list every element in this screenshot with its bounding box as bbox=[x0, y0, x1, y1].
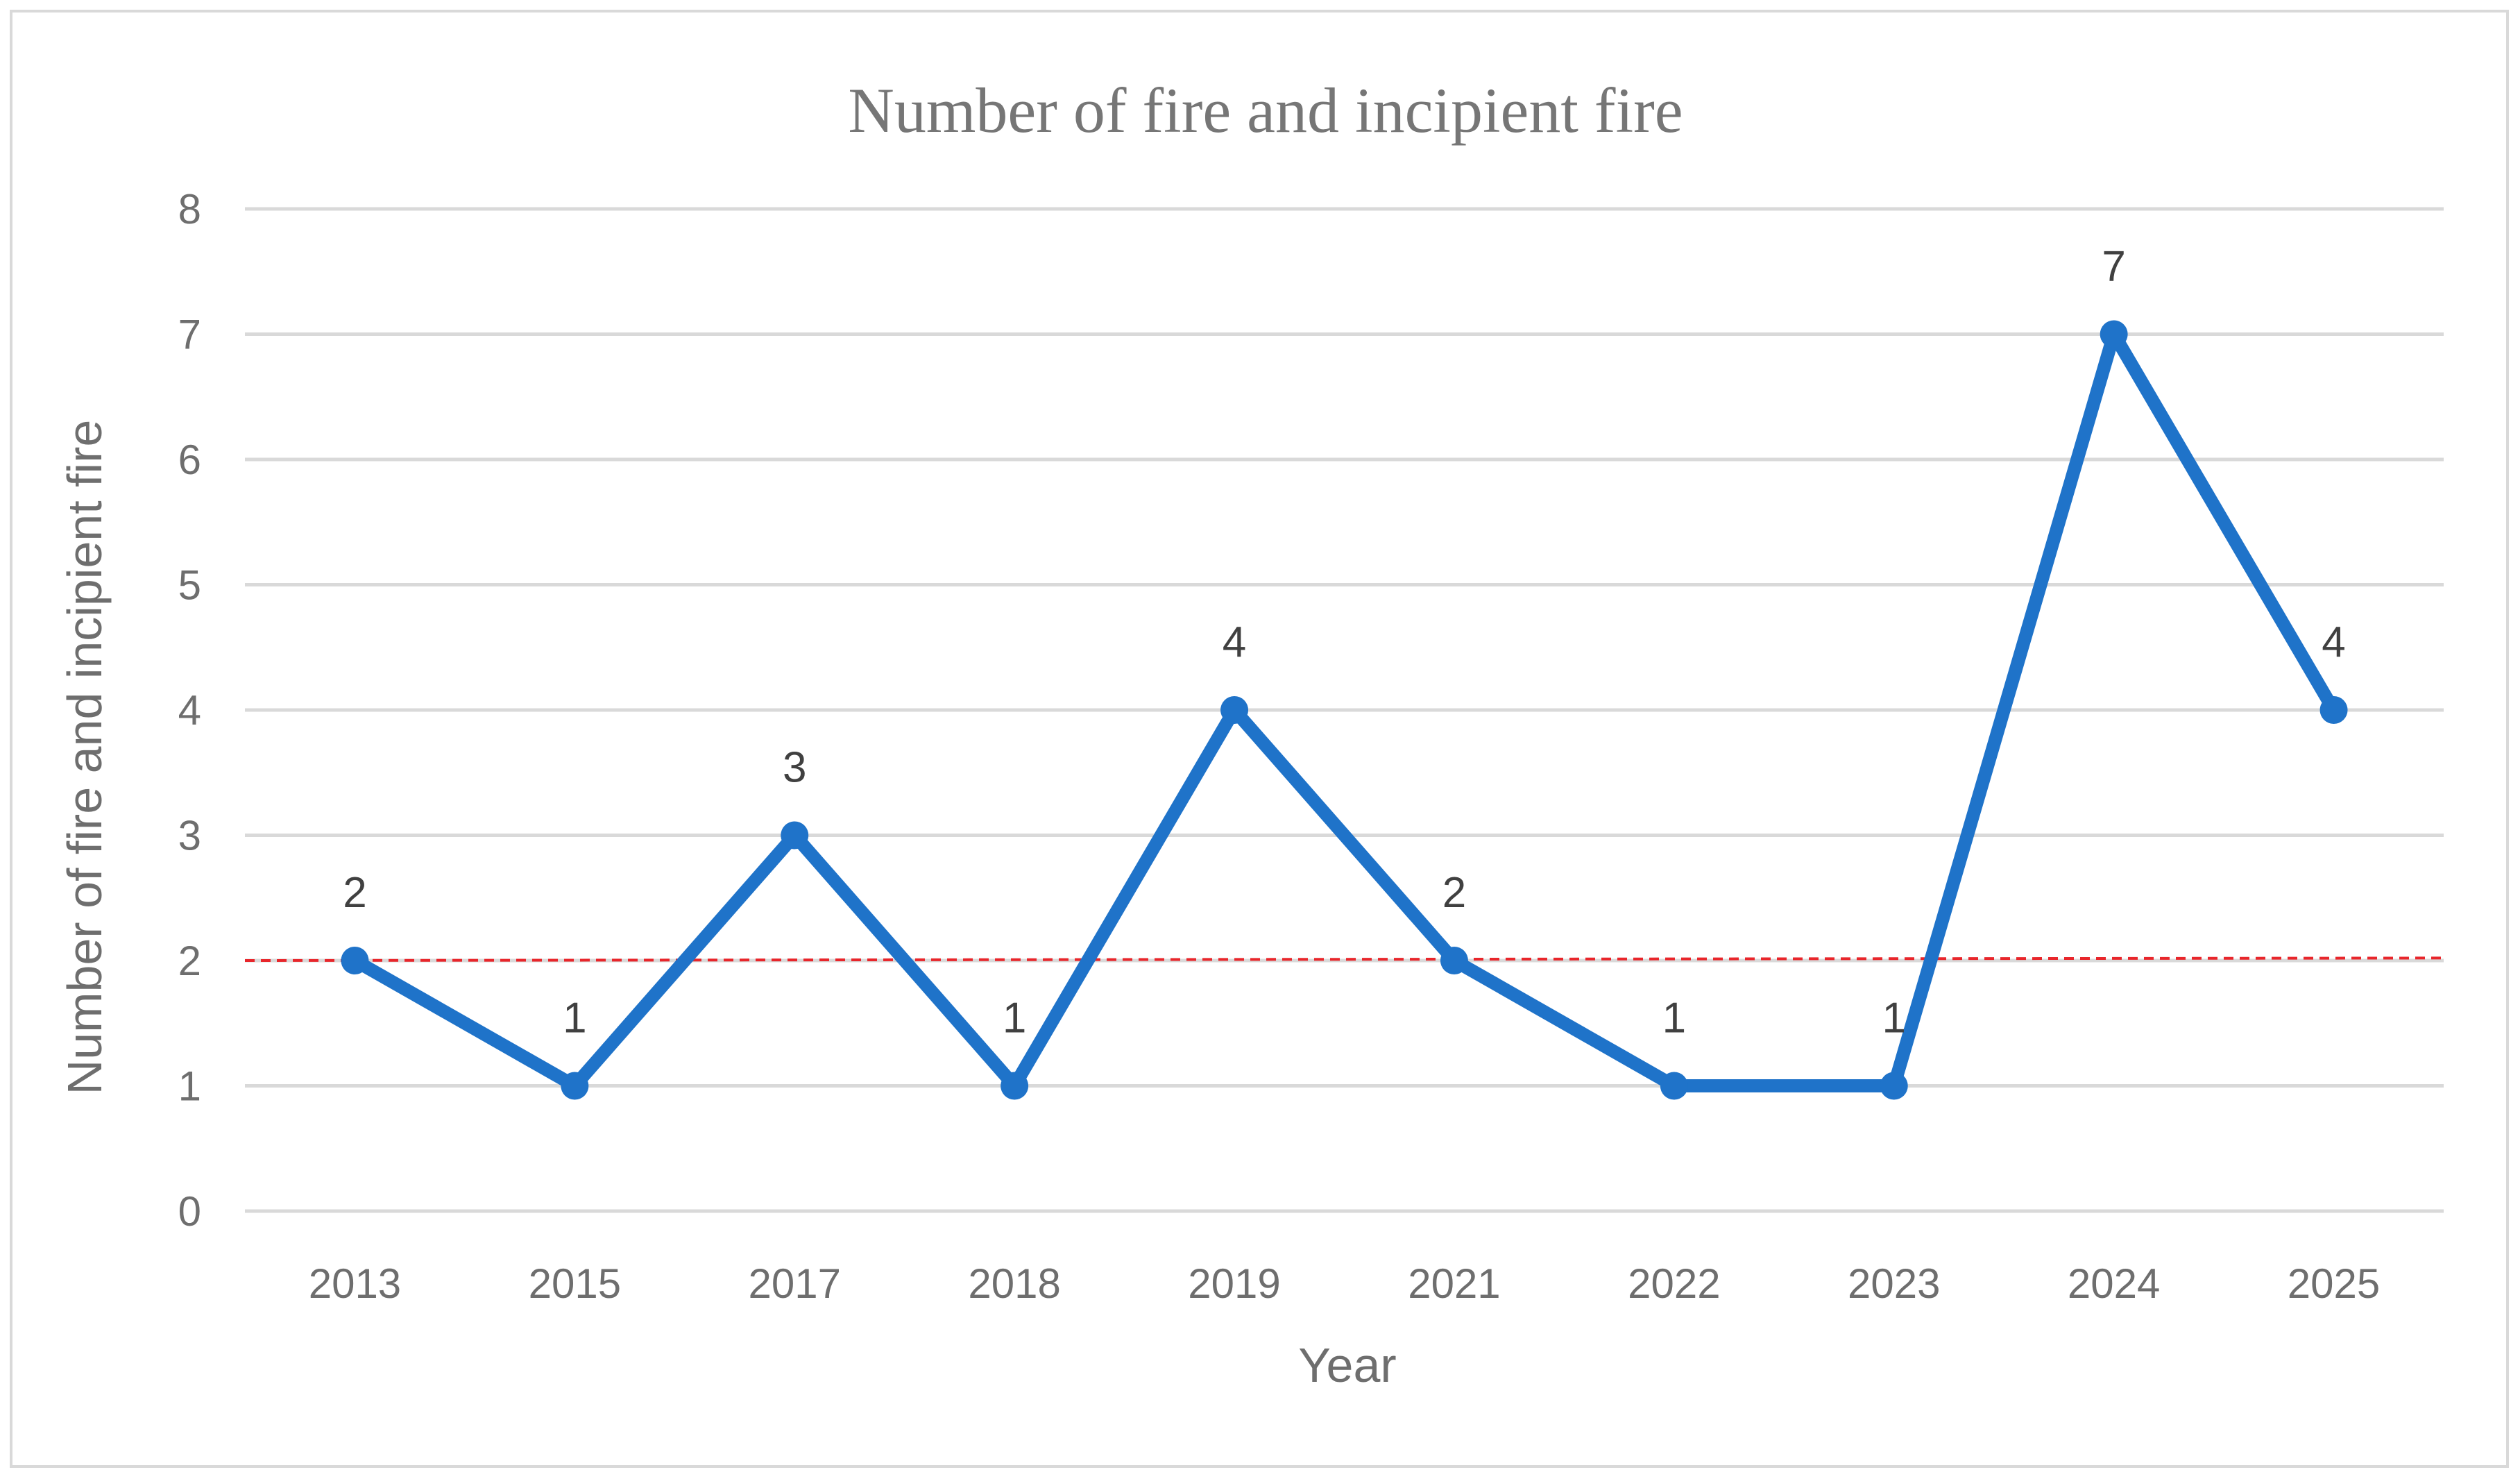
data-labels: 2 1 3 1 4 2 1 1 7 4 bbox=[343, 243, 2346, 1042]
line-chart: Number of fire and incipient fire 0 1 2 3 4 5… bbox=[58, 75, 2444, 1392]
y-axis-ticks: 0 1 2 3 4 5 6 7 8 bbox=[178, 186, 201, 1235]
x-tick-label: 2018 bbox=[968, 1260, 1060, 1307]
chart-title: Number of fire and incipient fire bbox=[848, 75, 1683, 146]
y-axis-title: Number of fire and incipient fire bbox=[58, 420, 112, 1095]
series-line bbox=[348, 328, 2341, 1092]
y-tick-label: 8 bbox=[178, 186, 201, 233]
y-tick-label: 2 bbox=[178, 938, 201, 984]
data-label: 1 bbox=[1662, 995, 1686, 1042]
data-point bbox=[341, 947, 369, 974]
x-tick-label: 2023 bbox=[1848, 1260, 1940, 1307]
data-point bbox=[561, 1072, 589, 1100]
x-axis-ticks: 2013 2015 2017 2018 2019 2021 2022 2023 2024 2025 bbox=[309, 1260, 2381, 1307]
x-tick-label: 2015 bbox=[529, 1260, 621, 1307]
data-label: 1 bbox=[563, 995, 586, 1042]
data-label: 3 bbox=[783, 744, 806, 792]
gridlines bbox=[245, 207, 2444, 1213]
x-axis-title: Year bbox=[1298, 1338, 1396, 1392]
x-tick-label: 2017 bbox=[749, 1260, 841, 1307]
x-tick-label: 2013 bbox=[309, 1260, 401, 1307]
data-point bbox=[1220, 696, 1249, 724]
data-point bbox=[1001, 1072, 1029, 1100]
data-point bbox=[1880, 1072, 1908, 1100]
data-label: 4 bbox=[2322, 618, 2345, 666]
y-tick-label: 0 bbox=[178, 1188, 201, 1235]
data-point bbox=[781, 821, 809, 850]
x-tick-label: 2024 bbox=[2068, 1260, 2160, 1307]
data-point bbox=[2100, 320, 2128, 348]
x-tick-label: 2025 bbox=[2288, 1260, 2380, 1307]
data-label: 2 bbox=[1442, 869, 1466, 917]
data-point bbox=[2319, 696, 2348, 724]
y-tick-label: 6 bbox=[178, 437, 201, 483]
data-point bbox=[1440, 947, 1468, 974]
data-label: 1 bbox=[1882, 995, 1906, 1042]
data-label: 7 bbox=[2102, 243, 2125, 291]
data-label: 4 bbox=[1223, 618, 1246, 666]
data-point bbox=[1660, 1072, 1688, 1100]
chart-frame: Number of fire and incipient fire 0 1 2 3 4 5… bbox=[10, 10, 2509, 1468]
y-tick-label: 3 bbox=[178, 813, 201, 859]
x-tick-label: 2021 bbox=[1408, 1260, 1500, 1307]
y-tick-label: 7 bbox=[178, 312, 201, 358]
y-tick-label: 5 bbox=[178, 562, 201, 609]
x-tick-label: 2019 bbox=[1188, 1260, 1280, 1307]
data-label: 2 bbox=[343, 869, 366, 917]
series-group bbox=[341, 320, 2348, 1100]
x-tick-label: 2022 bbox=[1628, 1260, 1720, 1307]
data-label: 1 bbox=[1003, 995, 1026, 1042]
y-tick-label: 1 bbox=[178, 1063, 201, 1110]
y-tick-label: 4 bbox=[178, 687, 201, 734]
